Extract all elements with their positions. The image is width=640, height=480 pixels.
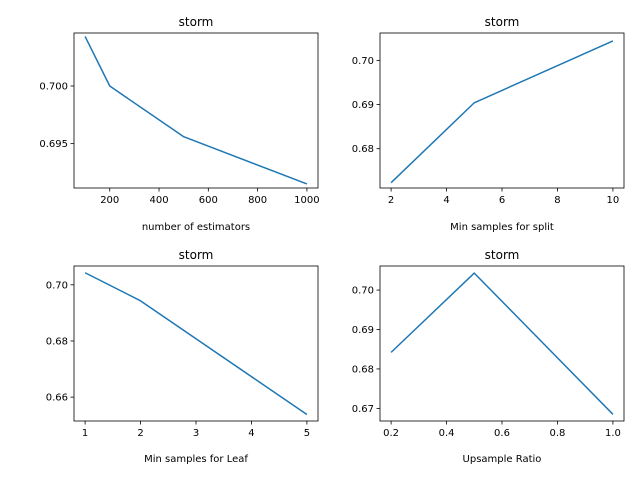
x-axis-label: Min samples for split [450, 222, 554, 233]
plot-area: 1 2 3 4 5 0.66 0.68 0.70 [46, 265, 319, 439]
y-tick-label: 0.68 [46, 336, 68, 347]
x-tick-label: 10 [607, 195, 620, 206]
series-line [84, 36, 308, 185]
plot-area: 200 400 600 800 1000 0.695 0.700 [39, 32, 320, 206]
series-line [390, 272, 614, 415]
x-tick-label: 1 [82, 428, 88, 439]
x-tick-label: 3 [193, 428, 199, 439]
y-tick-label: 0.70 [352, 286, 374, 297]
y-tick-label: 0.70 [46, 280, 68, 291]
x-tick-label: 0.6 [494, 428, 510, 439]
subplot-estimators: storm 200 400 600 800 1000 0.695 0.700 number … [39, 15, 319, 233]
plot-area: 0.2 0.4 0.6 0.8 1.0 0.67 0.68 0.69 0.70 [352, 265, 625, 439]
y-tick-label: 0.69 [352, 325, 374, 336]
axes-frame [73, 32, 319, 189]
x-tick-label: 0.4 [439, 428, 455, 439]
subplot-min-samples-leaf: storm 1 2 3 4 5 0.66 0.68 0.70 Min samples for … [46, 248, 319, 465]
y-tick-label: 0.695 [39, 139, 68, 150]
x-tick-label: 2 [137, 428, 143, 439]
y-tick-label: 0.68 [352, 144, 374, 155]
subplot-upsample-ratio: storm 0.2 0.4 0.6 0.8 1.0 0.67 0.68 0.69 0.70 Up… [352, 248, 625, 465]
chart-title: storm [179, 248, 214, 262]
x-tick-label: 800 [248, 195, 267, 206]
x-tick-label: 6 [499, 195, 505, 206]
x-tick-label: 1000 [294, 195, 319, 206]
y-tick-label: 0.70 [352, 56, 374, 67]
y-tick-label: 0.700 [39, 82, 68, 93]
x-tick-label: 5 [304, 428, 310, 439]
series-line [84, 272, 308, 416]
x-tick-label: 600 [199, 195, 218, 206]
x-tick-label: 8 [554, 195, 560, 206]
subplot-min-samples-split: storm 2 4 6 8 10 0.68 0.69 0.70 Min samples for… [352, 15, 625, 233]
x-tick-label: 4 [248, 428, 254, 439]
y-tick-label: 0.67 [352, 404, 374, 415]
x-axis-label: Upsample Ratio [463, 454, 542, 465]
chart-title: storm [179, 15, 214, 29]
plot-area: 2 4 6 8 10 0.68 0.69 0.70 [352, 32, 625, 206]
x-tick-label: 2 [388, 195, 394, 206]
x-tick-label: 0.2 [383, 428, 399, 439]
x-tick-label: 0.8 [550, 428, 566, 439]
chart-title: storm [485, 248, 520, 262]
x-axis-label: Min samples for Leaf [144, 454, 248, 465]
y-tick-label: 0.68 [352, 364, 374, 375]
y-tick-label: 0.69 [352, 100, 374, 111]
x-tick-label: 1.0 [605, 428, 621, 439]
x-axis-label: number of estimators [142, 222, 250, 233]
x-tick-label: 200 [100, 195, 119, 206]
x-tick-label: 4 [443, 195, 449, 206]
series-line [390, 40, 614, 184]
y-tick-label: 0.66 [46, 393, 68, 404]
chart-title: storm [485, 15, 520, 29]
x-tick-label: 400 [149, 195, 168, 206]
